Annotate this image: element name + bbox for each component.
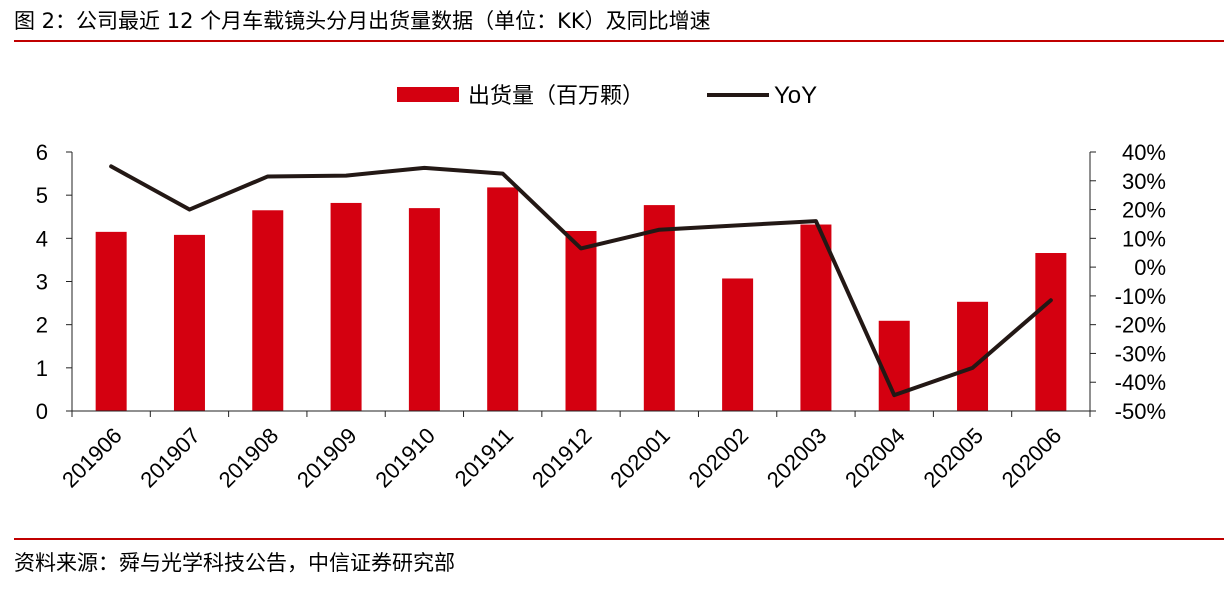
legend-label-line: YoY: [774, 82, 817, 109]
bar-201909: [330, 202, 362, 411]
left-tick-label: 3: [36, 270, 48, 295]
legend-swatch-bar: [397, 87, 459, 102]
x-tick-label-202001: 202001: [605, 423, 675, 493]
x-tick-label-201907: 201907: [135, 423, 205, 493]
x-tick-label-201909: 201909: [292, 423, 362, 493]
bar-201908: [252, 210, 284, 411]
source-note: 资料来源：舜与光学科技公告，中信证券研究部: [14, 551, 455, 575]
left-tick-label: 5: [36, 183, 48, 208]
bar-201910: [408, 208, 440, 411]
right-tick-label: 0%: [1134, 255, 1166, 280]
x-tick-label-201911: 201911: [450, 423, 518, 491]
left-tick-label: 6: [36, 140, 48, 165]
chart: 0 1 2 3 4 5 6 -50% -40% -30% -20% -10% 0% 10% 20% 30% 40…: [36, 82, 1166, 493]
bar-202006: [1035, 253, 1067, 411]
right-tick-label: -50%: [1115, 399, 1166, 424]
bar-201907: [173, 234, 205, 411]
right-tick-label: -30%: [1115, 341, 1166, 366]
right-tick-label: -20%: [1115, 313, 1166, 338]
x-tick-label-201912: 201912: [527, 423, 597, 493]
bar-201911: [487, 187, 519, 411]
source-rule: [14, 538, 1224, 540]
left-tick-label: 1: [36, 356, 48, 381]
right-tick-label: 10%: [1122, 226, 1166, 251]
right-tick-label: -10%: [1115, 284, 1166, 309]
left-tick-label: 4: [36, 226, 48, 251]
x-tick-label-201910: 201910: [370, 423, 440, 493]
x-tick-label-202002: 202002: [684, 423, 754, 493]
x-tick-label-202003: 202003: [762, 423, 832, 493]
bar-202004: [878, 320, 910, 411]
left-tick-label: 0: [36, 399, 48, 424]
x-tick-label-202004: 202004: [840, 423, 910, 493]
bar-202001: [643, 205, 675, 411]
left-tick-label: 2: [36, 313, 48, 338]
bar-201912: [565, 230, 597, 411]
title-rule: [14, 40, 1224, 42]
x-tick-label-202006: 202006: [997, 423, 1067, 493]
right-tick-label: 30%: [1122, 169, 1166, 194]
right-tick-label: 40%: [1122, 140, 1166, 165]
bar-201906: [95, 231, 127, 411]
yoy-line: [109, 164, 1053, 398]
figure-title: 图 2：公司最近 12 个月车载镜头分月出货量数据（单位：KK）及同比增速: [14, 9, 711, 33]
bar-202003: [800, 224, 832, 411]
right-tick-label: -40%: [1115, 370, 1166, 395]
legend-label-bar: 出货量（百万颗）: [468, 83, 644, 108]
x-tick-label-202005: 202005: [918, 423, 988, 493]
x-tick-label-201906: 201906: [57, 423, 127, 493]
bar-202002: [722, 278, 754, 411]
right-tick-label: 20%: [1122, 198, 1166, 223]
x-tick-label-201908: 201908: [214, 423, 284, 493]
